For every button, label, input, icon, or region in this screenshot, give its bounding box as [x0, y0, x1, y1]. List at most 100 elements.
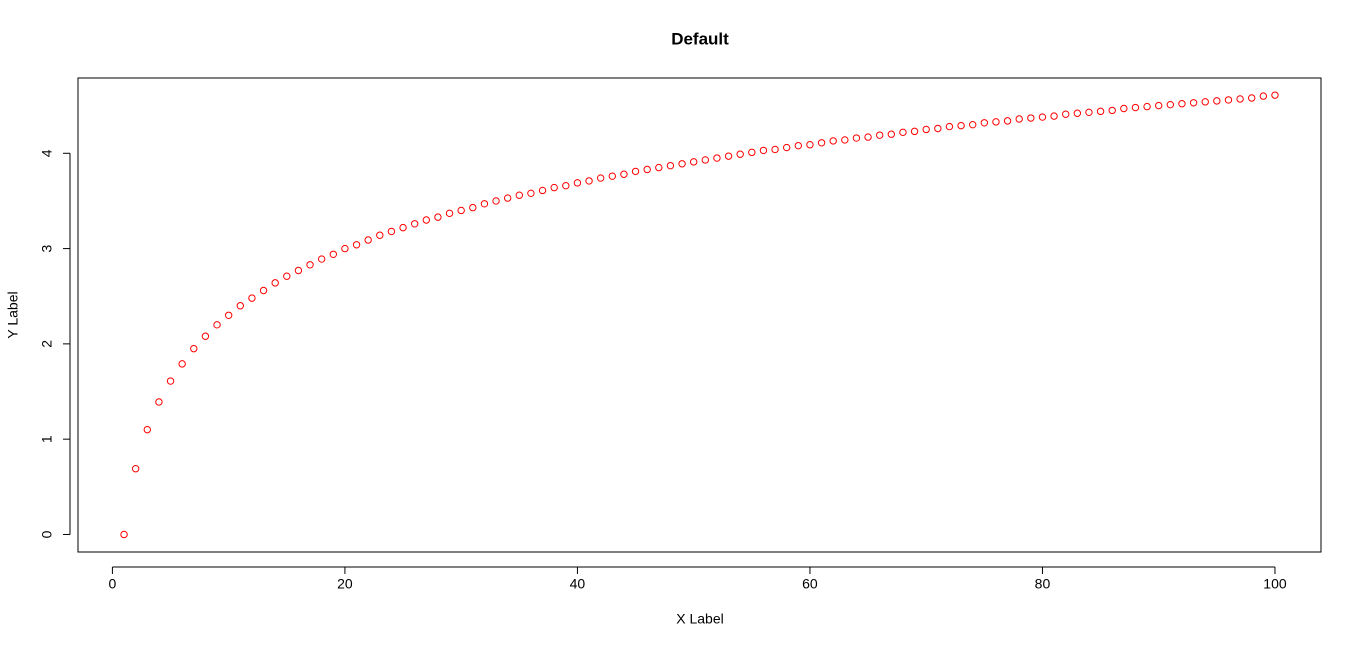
point	[1178, 100, 1186, 108]
point	[562, 181, 570, 190]
x-tick-label: 80	[1035, 576, 1051, 592]
point	[864, 133, 872, 141]
point	[771, 145, 779, 154]
x-tick-label: 100	[1263, 576, 1287, 592]
point	[1085, 108, 1093, 117]
point	[248, 294, 256, 302]
y-tick-label: 0	[39, 530, 55, 538]
point	[689, 158, 698, 166]
point	[434, 213, 442, 221]
point	[445, 209, 454, 218]
point	[1062, 110, 1070, 118]
y-tick-label: 3	[39, 244, 55, 252]
point	[1155, 101, 1163, 110]
point	[376, 231, 384, 239]
point	[1096, 107, 1105, 116]
point	[236, 302, 244, 310]
x-tick-label: 0	[109, 576, 117, 592]
point	[143, 425, 151, 434]
point	[957, 121, 965, 130]
point	[503, 194, 512, 202]
point	[875, 131, 884, 139]
point	[155, 398, 163, 406]
point	[841, 136, 849, 144]
point	[782, 143, 791, 152]
point	[945, 122, 954, 131]
x-tick-label: 40	[570, 576, 586, 592]
x-axis-label: X Label	[676, 611, 723, 627]
point	[341, 244, 349, 253]
point	[271, 279, 279, 287]
point	[1201, 98, 1209, 106]
point	[655, 163, 663, 172]
y-axis-label: Y Label	[5, 291, 21, 338]
point	[910, 127, 919, 136]
point	[608, 172, 617, 180]
point	[387, 227, 396, 236]
y-tick-label: 4	[39, 149, 55, 157]
point	[201, 332, 210, 340]
point	[724, 152, 733, 160]
point	[806, 141, 814, 149]
point	[166, 377, 175, 385]
point	[1003, 117, 1012, 125]
point	[1050, 112, 1058, 120]
point	[352, 241, 361, 249]
point	[748, 148, 756, 157]
plot-frame	[77, 77, 1322, 553]
point	[1027, 114, 1035, 122]
point	[480, 200, 489, 208]
point	[422, 216, 431, 224]
point	[759, 146, 768, 155]
point	[259, 286, 268, 295]
point	[1073, 109, 1082, 117]
point	[643, 165, 651, 174]
point	[631, 167, 640, 176]
point	[1259, 92, 1268, 100]
point	[1131, 103, 1140, 112]
point	[317, 255, 326, 263]
point	[585, 177, 593, 185]
point	[1224, 96, 1233, 104]
point	[190, 344, 198, 353]
point	[794, 141, 803, 150]
point	[817, 139, 826, 147]
chart-title: Default	[671, 29, 729, 48]
point	[1038, 113, 1047, 121]
point	[527, 189, 535, 198]
y-tick-label: 2	[39, 340, 55, 348]
point	[538, 186, 547, 195]
point	[980, 119, 989, 127]
point	[1236, 95, 1244, 103]
point	[399, 223, 407, 232]
point	[294, 266, 303, 275]
point	[934, 124, 942, 133]
point	[620, 170, 628, 178]
point	[306, 261, 314, 269]
point	[573, 179, 582, 187]
point	[283, 272, 291, 280]
point	[492, 197, 500, 205]
point	[666, 161, 675, 170]
point	[1120, 104, 1128, 113]
point	[887, 130, 896, 138]
point	[1015, 115, 1023, 123]
point	[968, 120, 977, 129]
point	[469, 203, 477, 212]
point	[131, 465, 140, 473]
x-tick-label: 60	[802, 576, 818, 592]
point	[410, 220, 419, 228]
point	[1108, 106, 1116, 115]
point	[224, 311, 233, 319]
point	[120, 530, 128, 539]
point	[899, 128, 907, 137]
point	[1213, 97, 1221, 105]
point	[364, 236, 372, 244]
point	[1248, 94, 1256, 102]
point	[1271, 91, 1279, 99]
point	[678, 160, 686, 168]
point	[701, 156, 710, 164]
point	[852, 134, 861, 142]
